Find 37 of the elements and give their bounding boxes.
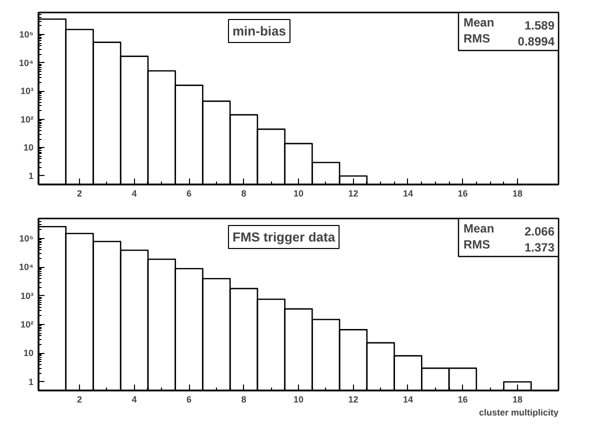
text: FMS trigger data <box>232 230 336 244</box>
x-tick-label: 8 <box>241 394 246 404</box>
y-tick-label: 10³ <box>20 290 34 301</box>
x-tick-label: 2 <box>77 394 82 404</box>
text: RMS 0.8994 <box>464 32 554 48</box>
x-tick-label: 18 <box>512 188 522 198</box>
y-tick-label: 10² <box>20 320 34 330</box>
text: Mean 1.589 <box>464 16 554 32</box>
x-tick-label: 14 <box>402 394 413 404</box>
y-tick-label: 10 <box>23 142 34 153</box>
x-tick-label: 6 <box>186 394 192 404</box>
y-tick-label: 10 <box>23 348 34 358</box>
x-tick-label: 4 <box>132 394 137 404</box>
y-tick-label: 10⁴ <box>19 58 34 68</box>
x-tick-label: 2 <box>77 188 82 198</box>
y-tick-label: 1 <box>28 170 34 181</box>
x-tick-label: 6 <box>186 188 192 198</box>
x-tick-label: 18 <box>512 394 522 404</box>
y-tick-label: 10⁴ <box>19 262 34 272</box>
x-tick-label: 12 <box>348 188 358 198</box>
x-tick-label: 8 <box>241 188 246 198</box>
x-axis-title: cluster multiplicity <box>478 408 559 418</box>
x-tick-label: 16 <box>458 394 468 404</box>
text: min-bias <box>232 24 286 38</box>
y-tick-label: 10⁵ <box>19 234 34 244</box>
text: Mean 2.066 <box>464 222 554 238</box>
x-tick-label: 14 <box>402 188 413 198</box>
y-tick-label: 1 <box>28 376 34 387</box>
x-tick-label: 12 <box>348 394 358 404</box>
x-tick-label: 10 <box>293 188 304 198</box>
x-tick-label: 16 <box>458 188 468 198</box>
y-tick-label: 10³ <box>20 86 34 96</box>
y-tick-label: 10² <box>20 114 34 124</box>
y-tick-label: 10⁵ <box>19 30 34 40</box>
x-tick-label: 10 <box>293 394 304 404</box>
text: RMS 1.373 <box>464 238 554 254</box>
x-tick-label: 4 <box>132 188 137 198</box>
